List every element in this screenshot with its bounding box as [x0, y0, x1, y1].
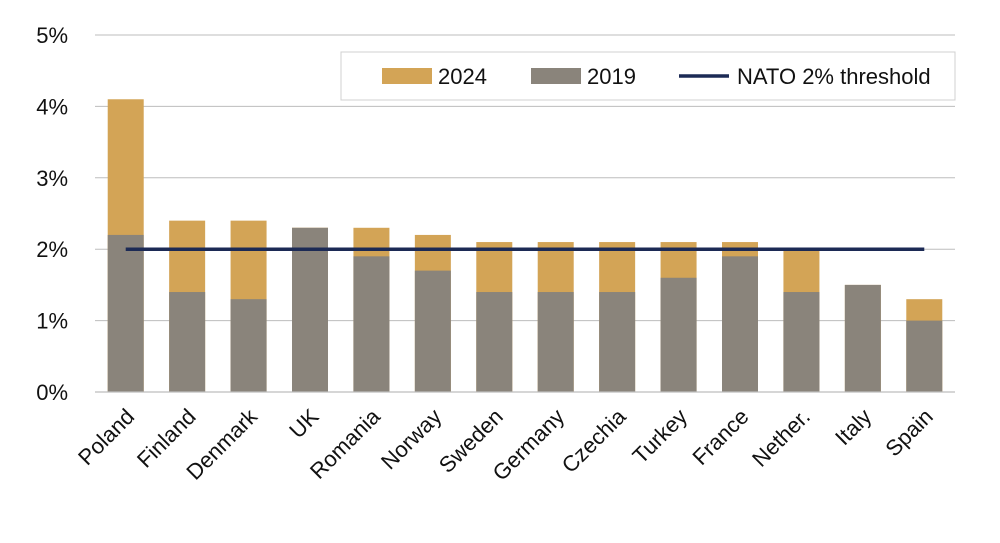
bar-2019	[844, 284, 881, 392]
y-axis-ticks: 0% 1% 2% 3% 4% 5%	[36, 23, 68, 405]
bar-2019	[783, 292, 820, 392]
bar-2019	[292, 227, 328, 392]
x-tick-label: Poland	[73, 404, 139, 470]
x-tick-label: Norway	[376, 404, 446, 474]
bar-2019	[107, 234, 144, 392]
legend-label-threshold: NATO 2% threshold	[737, 64, 931, 89]
legend-swatch-2019	[531, 68, 581, 84]
x-tick-label: UK	[284, 404, 324, 444]
legend-box	[340, 51, 956, 101]
legend-swatch-2024	[382, 68, 432, 84]
y-tick-label: 2%	[36, 237, 68, 262]
bar-2019	[537, 292, 574, 392]
bar-2019	[353, 256, 390, 392]
y-tick-label: 3%	[36, 166, 68, 191]
bars	[107, 99, 943, 392]
legend-label-2024: 2024	[438, 64, 487, 89]
x-tick-label: Nether.	[747, 404, 815, 472]
y-tick-label: 0%	[36, 380, 68, 405]
bar-2019	[476, 292, 513, 392]
legend: 2024 2019 NATO 2% threshold	[340, 51, 956, 101]
x-tick-label: France	[687, 404, 753, 470]
legend-label-2019: 2019	[587, 64, 636, 89]
x-tick-label: Italy	[830, 404, 876, 450]
bar-2019	[414, 270, 451, 392]
x-tick-label: Turkey	[627, 404, 692, 469]
bar-2019	[660, 277, 697, 392]
x-tick-label: Czechia	[557, 403, 631, 477]
bar-2019	[169, 292, 206, 392]
y-tick-label: 1%	[36, 309, 68, 334]
bar-2019	[230, 299, 267, 392]
bar-2019	[722, 256, 758, 392]
bar-2019	[599, 292, 636, 392]
x-tick-label: Spain	[880, 404, 937, 461]
y-tick-label: 5%	[36, 23, 68, 48]
bar-2019	[906, 320, 943, 392]
y-tick-label: 4%	[36, 94, 68, 119]
